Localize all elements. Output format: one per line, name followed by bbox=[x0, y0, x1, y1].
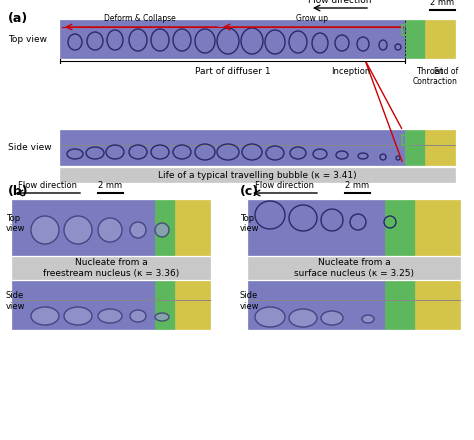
FancyBboxPatch shape bbox=[405, 20, 425, 58]
Text: Side view: Side view bbox=[8, 143, 52, 152]
Ellipse shape bbox=[98, 309, 122, 323]
Ellipse shape bbox=[64, 307, 92, 325]
Text: 2 mm: 2 mm bbox=[430, 0, 454, 7]
FancyBboxPatch shape bbox=[415, 281, 460, 329]
FancyBboxPatch shape bbox=[415, 200, 460, 255]
Text: Top
view: Top view bbox=[240, 214, 259, 233]
Text: Flow direction: Flow direction bbox=[308, 0, 372, 5]
Text: (b): (b) bbox=[8, 185, 28, 198]
FancyBboxPatch shape bbox=[12, 200, 155, 255]
Text: Nucleate from a
surface nucleus (κ = 3.25): Nucleate from a surface nucleus (κ = 3.2… bbox=[294, 258, 414, 278]
FancyBboxPatch shape bbox=[12, 281, 155, 329]
Text: Part of diffuser 1: Part of diffuser 1 bbox=[195, 67, 270, 76]
Ellipse shape bbox=[362, 315, 374, 323]
FancyBboxPatch shape bbox=[425, 130, 455, 165]
FancyBboxPatch shape bbox=[248, 200, 385, 255]
FancyBboxPatch shape bbox=[155, 281, 175, 329]
FancyBboxPatch shape bbox=[248, 257, 460, 279]
Ellipse shape bbox=[31, 216, 59, 244]
Ellipse shape bbox=[321, 311, 343, 325]
Ellipse shape bbox=[31, 307, 59, 325]
FancyBboxPatch shape bbox=[175, 281, 210, 329]
FancyBboxPatch shape bbox=[155, 200, 175, 255]
FancyBboxPatch shape bbox=[60, 168, 455, 182]
Ellipse shape bbox=[155, 313, 169, 321]
Text: Inception: Inception bbox=[331, 67, 370, 76]
FancyBboxPatch shape bbox=[248, 281, 385, 329]
Ellipse shape bbox=[130, 310, 146, 322]
Text: Top
view: Top view bbox=[6, 214, 26, 233]
FancyBboxPatch shape bbox=[12, 257, 210, 279]
Text: End of
Contraction: End of Contraction bbox=[413, 67, 458, 86]
Ellipse shape bbox=[64, 216, 92, 244]
Text: (a): (a) bbox=[8, 12, 28, 25]
Ellipse shape bbox=[98, 218, 122, 242]
Text: Deform & Collapse: Deform & Collapse bbox=[104, 14, 176, 23]
Ellipse shape bbox=[255, 307, 285, 327]
Ellipse shape bbox=[155, 223, 169, 237]
Text: Flow direction: Flow direction bbox=[18, 181, 78, 190]
Text: Side
view: Side view bbox=[6, 291, 26, 311]
Text: Flow direction: Flow direction bbox=[255, 181, 315, 190]
Text: Life of a typical travelling bubble (κ = 3.41): Life of a typical travelling bubble (κ =… bbox=[158, 170, 357, 180]
FancyBboxPatch shape bbox=[175, 200, 210, 255]
FancyBboxPatch shape bbox=[385, 281, 415, 329]
FancyBboxPatch shape bbox=[385, 200, 415, 255]
Text: Grow up: Grow up bbox=[297, 14, 328, 23]
Text: Nucleate from a
freestream nucleus (κ = 3.36): Nucleate from a freestream nucleus (κ = … bbox=[43, 258, 179, 278]
Text: Side
view: Side view bbox=[240, 291, 259, 311]
FancyBboxPatch shape bbox=[425, 20, 455, 58]
FancyBboxPatch shape bbox=[60, 130, 405, 165]
Text: 2 mm: 2 mm bbox=[98, 181, 122, 190]
Text: Throat: Throat bbox=[416, 67, 444, 76]
Text: (c): (c) bbox=[240, 185, 259, 198]
Text: Top view: Top view bbox=[8, 34, 47, 44]
FancyBboxPatch shape bbox=[60, 20, 405, 58]
Ellipse shape bbox=[130, 222, 146, 238]
FancyBboxPatch shape bbox=[405, 130, 425, 165]
Text: 2 mm: 2 mm bbox=[345, 181, 369, 190]
Ellipse shape bbox=[289, 309, 317, 327]
